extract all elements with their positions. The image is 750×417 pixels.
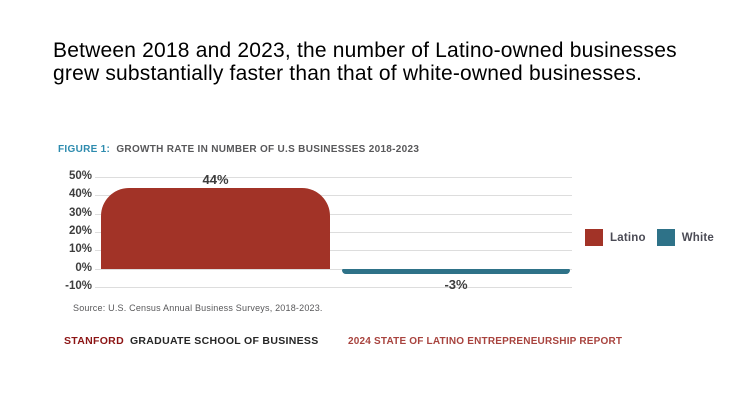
- gridline: [95, 287, 572, 288]
- y-axis-tick-label: 20%: [68, 225, 92, 237]
- y-axis-tick-label: 40%: [68, 188, 92, 201]
- footer: STANFORD GRADUATE SCHOOL OF BUSINESS 202…: [0, 335, 750, 351]
- gridline: [95, 250, 572, 252]
- legend-swatch: [585, 229, 603, 246]
- figure-title-text: GROWTH RATE IN NUMBER OF U.S BUSINESSES …: [116, 144, 420, 155]
- legend-label: Latino: [610, 231, 646, 244]
- stanford-wordmark: STANFORD: [64, 335, 124, 347]
- y-axis-tick-label: 0%: [75, 261, 92, 274]
- y-axis-tick-label: 30%: [68, 206, 92, 219]
- source-note: Source: U.S. Census Annual Business Surv…: [73, 303, 323, 313]
- y-axis-tick-label: 10%: [68, 243, 92, 256]
- school-name: GRADUATE SCHOOL OF BUSINESS: [129, 335, 319, 347]
- bar-value-label: 44%: [202, 172, 229, 187]
- gridline: [95, 177, 572, 178]
- figure-label: FIGURE 1:: [58, 144, 111, 155]
- y-axis-tick-label: -10%: [65, 280, 92, 292]
- legend-swatch: [656, 229, 675, 246]
- brand-row: STANFORD GRADUATE SCHOOL OF BUSINESS: [64, 335, 319, 347]
- gridline: [95, 232, 572, 233]
- legend-label: White: [681, 231, 715, 244]
- legend-item-latino: Latino: [585, 229, 646, 246]
- gridline: [95, 268, 572, 270]
- gridline: [95, 213, 572, 215]
- report-title: 2024 STATE OF LATINO ENTREPRENEURSHIP RE…: [348, 336, 623, 347]
- y-axis-tick-label: 50%: [68, 170, 92, 182]
- chart-legend: Latino White: [585, 229, 714, 246]
- slide-title-line-1: Between 2018 and 2023, the number of Lat…: [53, 39, 677, 62]
- bar-latino: [101, 188, 330, 269]
- slide-title-line-2: grew substantially faster than that of w…: [53, 62, 643, 85]
- figure-header: FIGURE 1: GROWTH RATE IN NUMBER OF U.S B…: [58, 144, 419, 155]
- slide-title: Between 2018 and 2023, the number of Lat…: [53, 39, 677, 85]
- legend-item-white: White: [656, 229, 715, 246]
- bar-white: [342, 268, 570, 275]
- gridline: [95, 195, 572, 197]
- bar-value-label: -3%: [444, 277, 468, 293]
